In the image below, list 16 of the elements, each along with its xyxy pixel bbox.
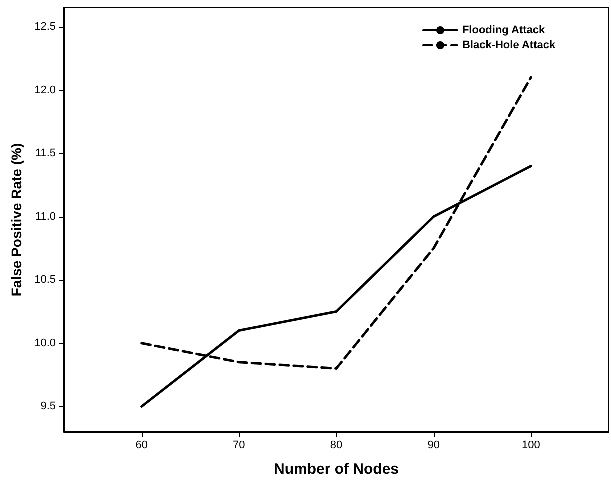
x-axis-title: Number of Nodes [274,461,400,478]
y-tick-label: 12.0 [34,84,56,96]
y-tick-label: 12.5 [34,20,56,33]
y-tick-label: 9.5 [40,400,56,413]
x-tick-label: 70 [233,440,246,452]
x-tick-label: 60 [136,440,148,452]
x-tick-label: 100 [522,440,540,452]
y-tick-label: 10.0 [34,337,56,350]
y-tick-label: 11.0 [35,210,56,223]
y-tick-label: 11.5 [35,148,56,160]
x-tick-label: 80 [330,440,343,452]
legend-label: Flooding Attack [462,24,546,36]
legend-label: Black-Hole Attack [462,40,556,52]
y-axis-title: False Positive Rate (%) [8,143,25,297]
x-tick-label: 90 [428,440,440,452]
y-tick-label: 10.5 [34,274,56,286]
